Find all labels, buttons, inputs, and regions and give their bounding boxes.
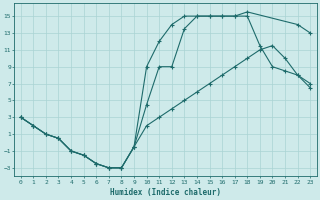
- X-axis label: Humidex (Indice chaleur): Humidex (Indice chaleur): [110, 188, 221, 197]
